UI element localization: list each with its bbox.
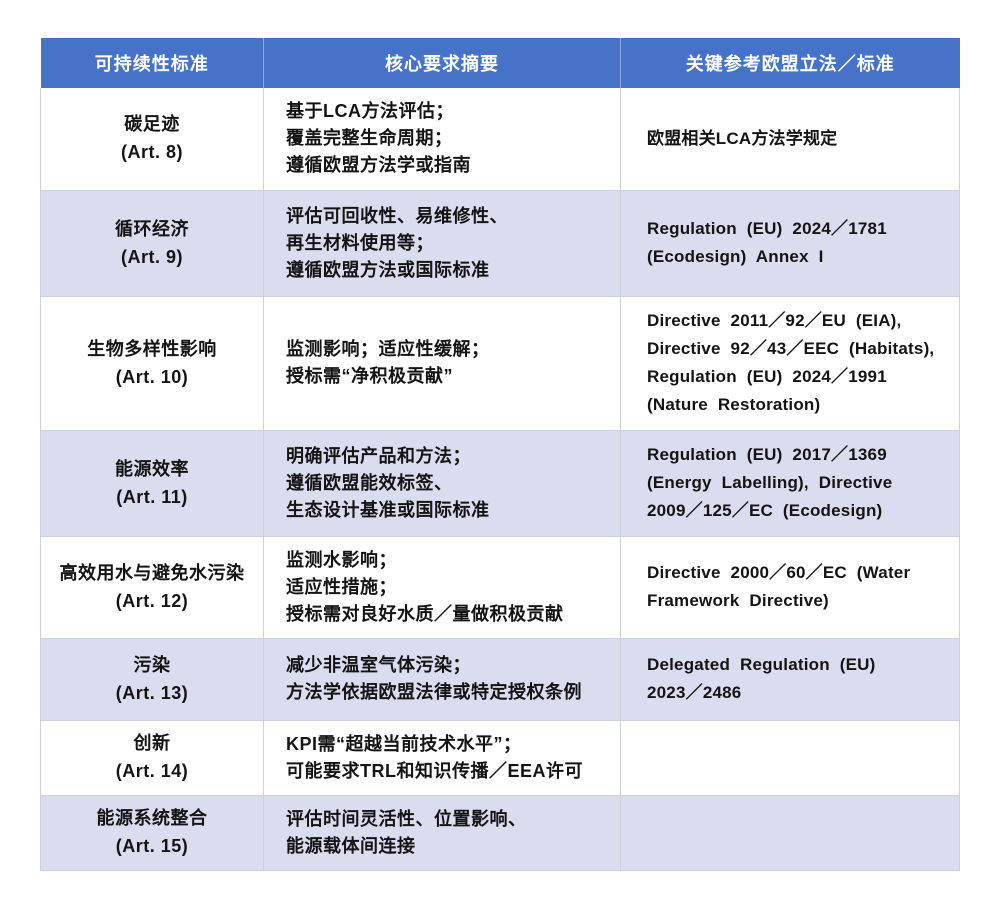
article-ref: (Art. 12)	[115, 590, 189, 611]
criterion-name: 能源系统整合	[96, 808, 208, 828]
criterion-cell: 碳足迹 (Art. 8)	[40, 88, 264, 191]
legislation-cell: 欧盟相关LCA方法学规定	[620, 88, 960, 191]
table-row: 能源系统整合 (Art. 15) 评估时间灵活性、位置影响、 能源载体间连接	[40, 794, 960, 871]
table-row: 碳足迹 (Art. 8) 基于LCA方法评估； 覆盖完整生命周期； 遵循欧盟方法…	[40, 88, 960, 191]
table-row: 循环经济 (Art. 9) 评估可回收性、易维修性、 再生材料使用等； 遵循欧盟…	[40, 189, 960, 297]
legislation-cell: Directive 2011／92／EU (EIA), Directive 92…	[620, 295, 960, 431]
criterion-name: 能源效率	[115, 458, 189, 479]
legislation-cell: Delegated Regulation (EU) 2023／2486	[620, 637, 960, 721]
legislation-cell: Regulation (EU) 2017／1369 (Energy Labell…	[620, 429, 960, 537]
criterion-cell: 高效用水与避免水污染 (Art. 12)	[40, 535, 264, 639]
criterion-cell: 能源系统整合 (Art. 15)	[40, 794, 264, 871]
header-row: 可持续性标准 核心要求摘要 关键参考欧盟立法／标准	[40, 38, 960, 88]
legislation-cell: Directive 2000／60／EC (Water Framework Di…	[620, 535, 960, 639]
table-row: 能源效率 (Art. 11) 明确评估产品和方法； 遵循欧盟能效标签、 生态设计…	[40, 429, 960, 537]
criterion-name: 生物多样性影响	[87, 338, 217, 359]
legislation-cell: Regulation (EU) 2024／1781 (Ecodesign) An…	[620, 189, 960, 297]
criterion-cell: 能源效率 (Art. 11)	[40, 429, 264, 537]
table-row: 污染 (Art. 13) 减少非温室气体污染； 方法学依据欧盟法律或特定授权条例…	[40, 637, 960, 721]
criterion-name: 创新	[133, 733, 171, 753]
table-row: 生物多样性影响 (Art. 10) 监测影响；适应性缓解； 授标需“净积极贡献”…	[40, 295, 960, 431]
legislation-cell	[620, 719, 960, 796]
requirements-cell: 监测影响；适应性缓解； 授标需“净积极贡献”	[263, 295, 621, 431]
criterion-name: 循环经济	[115, 218, 189, 239]
article-ref: (Art. 13)	[115, 682, 189, 703]
requirements-cell: 评估可回收性、易维修性、 再生材料使用等； 遵循欧盟方法或国际标准	[263, 189, 621, 297]
requirements-cell: 基于LCA方法评估； 覆盖完整生命周期； 遵循欧盟方法学或指南	[263, 88, 621, 191]
article-ref: (Art. 10)	[115, 366, 189, 387]
article-ref: (Art. 9)	[121, 246, 183, 267]
sustainability-criteria-table: 可持续性标准 核心要求摘要 关键参考欧盟立法／标准 碳足迹 (Art. 8) 基…	[40, 38, 960, 871]
criterion-name: 高效用水与避免水污染	[59, 562, 245, 583]
criterion-cell: 循环经济 (Art. 9)	[40, 189, 264, 297]
criterion-name: 污染	[133, 654, 171, 675]
header-legislation: 关键参考欧盟立法／标准	[620, 38, 960, 88]
article-ref: (Art. 15)	[115, 836, 189, 856]
header-summary: 核心要求摘要	[263, 38, 621, 88]
table-row: 高效用水与避免水污染 (Art. 12) 监测水影响； 适应性措施； 授标需对良…	[40, 535, 960, 639]
requirements-cell: 评估时间灵活性、位置影响、 能源载体间连接	[263, 794, 621, 871]
header-criterion: 可持续性标准	[40, 38, 264, 88]
criterion-cell: 污染 (Art. 13)	[40, 637, 264, 721]
criterion-cell: 创新 (Art. 14)	[40, 719, 264, 796]
table-row: 创新 (Art. 14) KPI需“超越当前技术水平”； 可能要求TRL和知识传…	[40, 719, 960, 796]
requirements-cell: 监测水影响； 适应性措施； 授标需对良好水质／量做积极贡献	[263, 535, 621, 639]
requirements-cell: 减少非温室气体污染； 方法学依据欧盟法律或特定授权条例	[263, 637, 621, 721]
article-ref: (Art. 11)	[116, 486, 188, 507]
criterion-name: 碳足迹	[124, 114, 180, 135]
article-ref: (Art. 8)	[121, 142, 183, 163]
legislation-cell	[620, 794, 960, 871]
criterion-cell: 生物多样性影响 (Art. 10)	[40, 295, 264, 431]
article-ref: (Art. 14)	[115, 761, 189, 781]
requirements-cell: KPI需“超越当前技术水平”； 可能要求TRL和知识传播／EEA许可	[263, 719, 621, 796]
requirements-cell: 明确评估产品和方法； 遵循欧盟能效标签、 生态设计基准或国际标准	[263, 429, 621, 537]
